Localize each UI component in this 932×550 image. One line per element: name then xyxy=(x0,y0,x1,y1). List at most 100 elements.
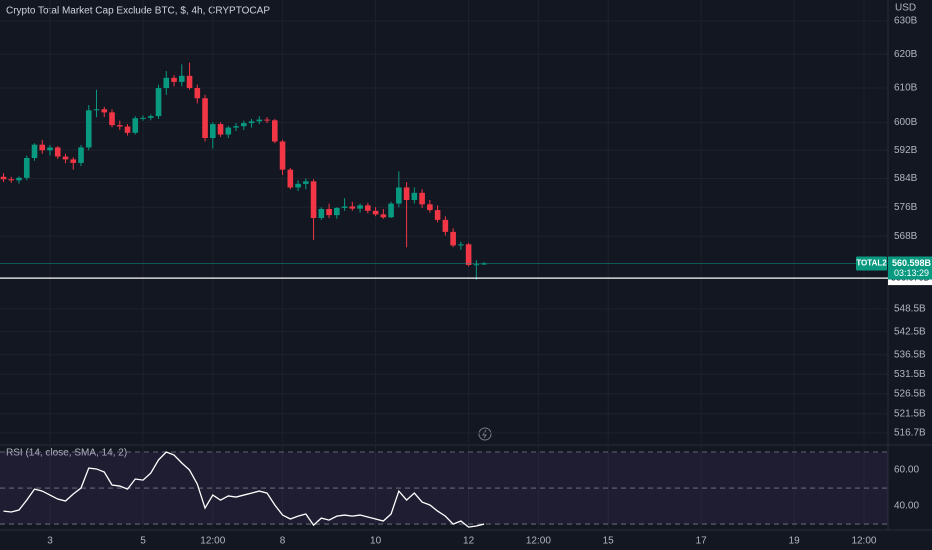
symbol-label: TOTAL2 xyxy=(856,259,887,268)
candle-body xyxy=(372,210,379,215)
candle-body xyxy=(396,187,402,204)
candle-body xyxy=(62,156,69,160)
candle-body xyxy=(419,192,425,205)
y-tick-label: 592B xyxy=(894,145,918,156)
candle-body xyxy=(388,203,394,218)
y-tick-label: 600B xyxy=(894,117,918,128)
y-tick-label: 568B xyxy=(894,231,918,242)
rsi-title: RSI (14, close, SMA, 14, 2) xyxy=(6,448,127,459)
y-tick-label: 542.5B xyxy=(894,326,926,337)
x-tick-label: 15 xyxy=(603,536,615,547)
candle-body xyxy=(16,177,22,181)
candle-body xyxy=(427,204,433,211)
candle-body xyxy=(365,205,371,211)
y-tick-label: 548.5B xyxy=(894,303,926,314)
candle-body xyxy=(357,205,363,209)
candle-body xyxy=(303,181,309,184)
symbol-tag xyxy=(856,256,887,271)
candle-body xyxy=(124,126,131,133)
candle-body xyxy=(202,98,208,139)
candle-body xyxy=(279,141,286,170)
candle-body xyxy=(54,147,61,157)
chart-title: Crypto Total Market Cap Exclude BTC, $, … xyxy=(6,6,270,17)
candle-body xyxy=(434,210,441,220)
x-tick-label: 19 xyxy=(789,536,801,547)
y-tick-label: 60.00 xyxy=(894,465,919,476)
icon-circle xyxy=(478,427,492,441)
y-tick-label: 521.5B xyxy=(894,408,926,419)
candle-body xyxy=(326,208,332,216)
y-tick-label: 610B xyxy=(894,83,918,94)
currency-label: USD xyxy=(895,3,916,14)
x-tick-label: 3 xyxy=(47,536,53,547)
candle-body xyxy=(47,147,53,151)
candle-body xyxy=(209,124,216,139)
y-tick-label: 526.5B xyxy=(894,389,926,400)
candle-body xyxy=(272,120,278,142)
candle-body xyxy=(132,118,139,133)
candle-body xyxy=(194,88,201,99)
candle-body xyxy=(8,179,15,181)
candle-body xyxy=(310,181,317,219)
candle-body xyxy=(465,244,472,265)
price-tag xyxy=(888,256,932,280)
candle-body xyxy=(295,183,301,188)
x-tick-label: 12:00 xyxy=(200,536,225,547)
candle-body xyxy=(70,159,77,163)
candle-body xyxy=(171,77,177,82)
candle-body xyxy=(101,109,108,113)
last-price-label: 560.598B xyxy=(892,258,932,268)
x-tick-label: 10 xyxy=(370,536,382,547)
countdown-label: 03:13:29 xyxy=(894,268,929,278)
candle-body xyxy=(93,109,100,111)
x-tick-label: 12 xyxy=(463,536,475,547)
candle-body xyxy=(481,263,487,265)
candle-body xyxy=(349,206,356,209)
candle-body xyxy=(186,75,193,89)
candle-body xyxy=(287,169,294,188)
candle-body xyxy=(334,207,340,216)
candle-body xyxy=(85,110,92,148)
candle-body xyxy=(233,126,239,128)
y-tick-label: 576B xyxy=(894,202,918,213)
candle-body xyxy=(225,127,232,135)
rsi-line xyxy=(3,451,485,528)
candle-body xyxy=(442,219,449,232)
candle-body xyxy=(256,119,263,122)
candle-body xyxy=(155,88,162,117)
candle-body xyxy=(39,144,46,151)
x-tick-label: 12:00 xyxy=(526,536,551,547)
x-tick-label: 12:00 xyxy=(851,536,876,547)
candle-body xyxy=(403,187,410,200)
y-tick-label: 531.5B xyxy=(894,369,926,380)
candle-body xyxy=(23,157,30,178)
candle-body xyxy=(241,123,247,127)
x-tick-label: 8 xyxy=(280,536,286,547)
x-tick-label: 5 xyxy=(140,536,146,547)
candle-body xyxy=(140,117,146,119)
candle-body xyxy=(109,112,115,126)
candle-body xyxy=(473,264,480,266)
candle-body xyxy=(147,116,154,118)
x-tick-label: 17 xyxy=(696,536,708,547)
y-tick-label: 630B xyxy=(894,16,918,27)
candle-body xyxy=(411,192,418,200)
y-tick-label: 536.5B xyxy=(894,349,926,360)
candle-body xyxy=(0,176,7,180)
candle-body xyxy=(450,231,456,246)
candle-body xyxy=(116,125,123,127)
candle-body xyxy=(318,208,325,219)
y-tick-label: 584B xyxy=(894,173,918,184)
y-tick-label: 620B xyxy=(894,49,918,60)
y-tick-label: 40.00 xyxy=(894,501,919,512)
candle-body xyxy=(248,121,255,124)
candle-body xyxy=(78,147,84,163)
candle-body xyxy=(31,144,38,158)
candle-body xyxy=(380,214,387,218)
candle-body xyxy=(217,124,224,135)
candle-body xyxy=(458,244,464,246)
candle-body xyxy=(341,206,348,208)
y-tick-label: 516.7B xyxy=(894,428,926,439)
